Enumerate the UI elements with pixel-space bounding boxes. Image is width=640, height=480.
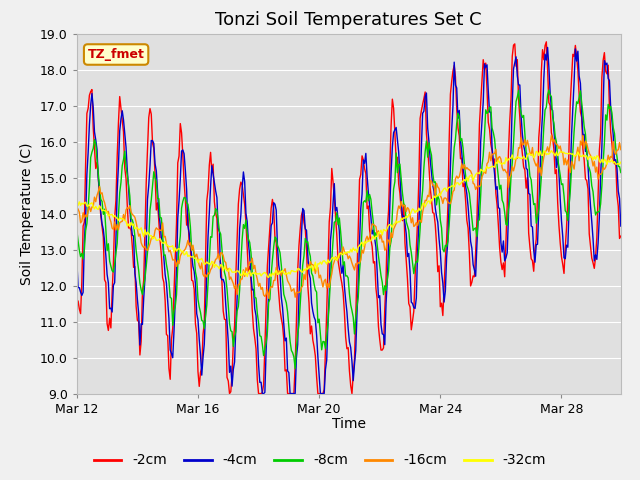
-16cm: [548, 132, 556, 138]
-16cm: [617, 147, 625, 153]
-32cm: [115, 217, 122, 223]
-16cm: [452, 176, 460, 181]
-32cm: [548, 148, 556, 154]
-4cm: [544, 45, 552, 50]
-4cm: [115, 163, 122, 168]
-2cm: [543, 39, 550, 45]
-8cm: [452, 136, 460, 142]
-8cm: [73, 227, 81, 233]
-16cm: [504, 184, 512, 190]
-8cm: [390, 186, 397, 192]
-32cm: [504, 156, 512, 162]
-2cm: [504, 148, 512, 154]
-2cm: [493, 203, 501, 208]
-32cm: [452, 182, 460, 188]
-4cm: [390, 130, 397, 135]
-16cm: [73, 204, 81, 210]
-32cm: [493, 160, 501, 166]
-8cm: [545, 87, 553, 93]
-4cm: [493, 184, 501, 190]
Line: -2cm: -2cm: [77, 42, 621, 394]
-16cm: [115, 227, 122, 232]
Text: TZ_fmet: TZ_fmet: [88, 48, 145, 61]
Line: -32cm: -32cm: [77, 151, 621, 277]
-16cm: [390, 227, 397, 232]
-8cm: [493, 162, 501, 168]
-4cm: [259, 391, 266, 396]
-2cm: [115, 120, 122, 125]
-2cm: [617, 233, 625, 239]
-4cm: [73, 257, 81, 263]
-4cm: [504, 212, 512, 218]
Legend: -2cm, -4cm, -8cm, -16cm, -32cm: -2cm, -4cm, -8cm, -16cm, -32cm: [88, 448, 552, 473]
X-axis label: Time: Time: [332, 417, 366, 431]
-4cm: [617, 223, 625, 229]
-4cm: [574, 48, 582, 54]
-32cm: [574, 149, 582, 155]
-16cm: [574, 144, 582, 150]
-8cm: [504, 206, 512, 212]
Line: -8cm: -8cm: [77, 90, 621, 369]
-8cm: [574, 101, 582, 107]
Line: -4cm: -4cm: [77, 48, 621, 394]
-2cm: [574, 67, 582, 73]
-32cm: [617, 159, 625, 165]
-16cm: [493, 160, 501, 166]
-32cm: [73, 199, 81, 204]
Y-axis label: Soil Temperature (C): Soil Temperature (C): [20, 143, 35, 285]
-16cm: [265, 296, 273, 301]
-8cm: [115, 213, 122, 218]
-2cm: [452, 74, 460, 80]
-8cm: [617, 169, 625, 175]
-2cm: [226, 391, 234, 396]
Line: -16cm: -16cm: [77, 135, 621, 299]
Title: Tonzi Soil Temperatures Set C: Tonzi Soil Temperatures Set C: [216, 11, 482, 29]
-32cm: [390, 221, 397, 227]
-2cm: [73, 305, 81, 311]
-8cm: [291, 366, 299, 372]
-2cm: [390, 106, 397, 111]
-32cm: [265, 275, 273, 280]
-4cm: [452, 83, 460, 88]
